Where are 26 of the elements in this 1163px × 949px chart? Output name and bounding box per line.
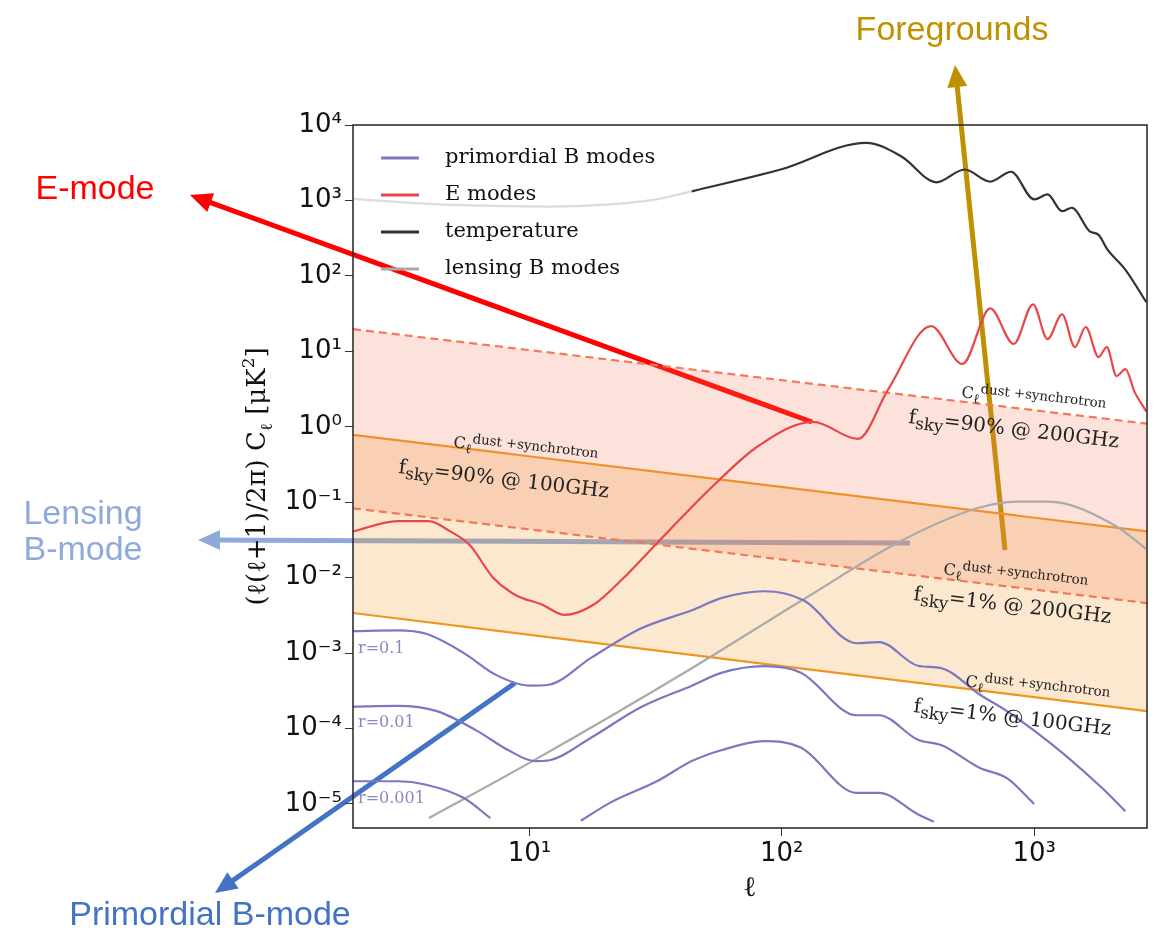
y-tick-label: 10⁻¹ xyxy=(284,484,342,515)
annotation: r=0.001 xyxy=(358,788,425,807)
y-tick-label: 10⁰ xyxy=(298,409,342,440)
y-tick-label: 10⁻⁵ xyxy=(284,786,342,817)
y-tick-label: 10¹ xyxy=(298,334,342,365)
x-tick-label: 10¹ xyxy=(507,837,552,868)
text: Lensing B-mode xyxy=(22,493,144,567)
y-tick-label: 10⁻³ xyxy=(284,635,342,666)
y-tick-label: 10⁻² xyxy=(284,560,342,591)
y-tick-label: 10⁴ xyxy=(298,107,342,138)
text: Primordial B-mode xyxy=(68,894,352,932)
x-tick-label: 10² xyxy=(760,837,804,868)
annotation: r=0.01 xyxy=(358,712,415,731)
legend-label: primordial B modes xyxy=(445,144,656,169)
y-axis-title: (ℓ(ℓ+1)/2π) Cℓ [μK2] xyxy=(238,347,277,606)
x-axis-title: ℓ xyxy=(743,870,757,903)
y-tick-label: 10³ xyxy=(298,183,342,214)
annotation: r=0.1 xyxy=(358,638,405,657)
y-tick-label: 10² xyxy=(298,258,342,289)
x-tick-label: 10³ xyxy=(1012,837,1056,868)
legend-label: lensing B modes xyxy=(445,255,621,280)
text: Foregrounds xyxy=(854,9,1050,47)
legend-label: E modes xyxy=(445,181,537,206)
legend-label: temperature xyxy=(445,218,579,243)
y-tick-label: 10⁻⁴ xyxy=(284,711,342,742)
text: E-mode xyxy=(34,168,156,206)
